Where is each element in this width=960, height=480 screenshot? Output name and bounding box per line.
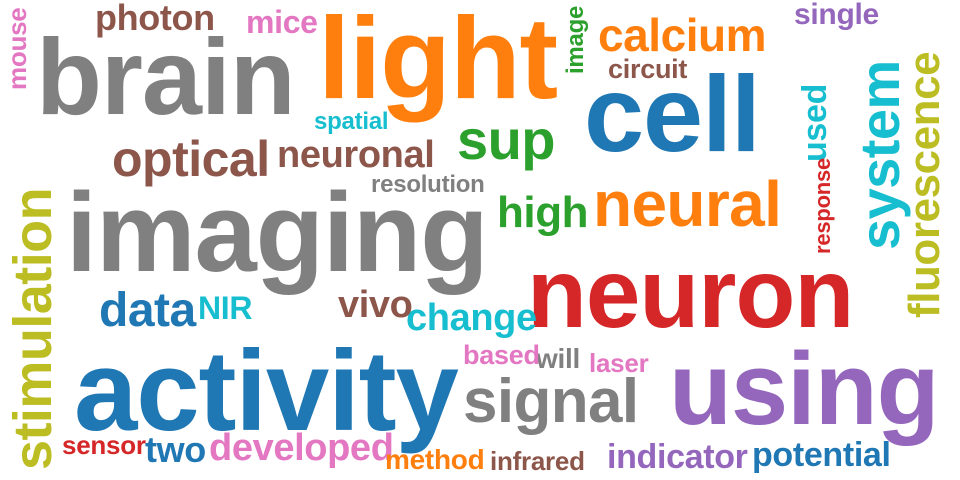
word-response: response (810, 157, 835, 254)
word-cell: cell (584, 53, 761, 174)
word-sup: sup (457, 108, 555, 171)
word-potential: potential (752, 436, 891, 474)
word-used: used (796, 84, 834, 162)
word-infrared: infrared (490, 446, 585, 476)
word-using: using (669, 331, 940, 446)
word-brain: brain (36, 16, 296, 137)
word-neuron: neuron (527, 238, 854, 348)
word-stimulation: stimulation (3, 187, 63, 470)
word-change: change (406, 297, 537, 339)
word-light: light (318, 0, 558, 123)
word-resolution: resolution (371, 171, 485, 198)
word-single: single (794, 0, 879, 31)
word-high: high (497, 188, 589, 237)
word-spatial: spatial (314, 108, 389, 135)
word-sensor: sensor (62, 430, 146, 460)
word-vivo: vivo (338, 284, 413, 326)
word-indicator: indicator (607, 438, 748, 476)
word-imaging: imaging (66, 170, 489, 295)
word-optical: optical (112, 131, 270, 187)
word-laser: laser (589, 348, 649, 378)
word-mouse: mouse (2, 7, 32, 90)
word-based: based (463, 340, 540, 370)
word-two: two (145, 429, 206, 470)
word-mice: mice (246, 4, 318, 40)
word-photon: photon (95, 0, 215, 38)
word-activity: activity (74, 328, 459, 455)
word-data: data (99, 284, 196, 337)
word-calcium: calcium (598, 9, 767, 61)
word-signal: signal (463, 367, 639, 436)
word-neural: neural (593, 168, 782, 240)
word-NIR: NIR (198, 290, 253, 326)
word-image: image (562, 5, 589, 74)
word-method: method (385, 444, 485, 475)
word-neuronal: neuronal (277, 134, 435, 176)
word-circuit: circuit (608, 54, 688, 84)
word-developed: developed (209, 427, 394, 469)
word-will: will (536, 343, 580, 374)
word-fluorescence: fluorescence (900, 51, 949, 318)
